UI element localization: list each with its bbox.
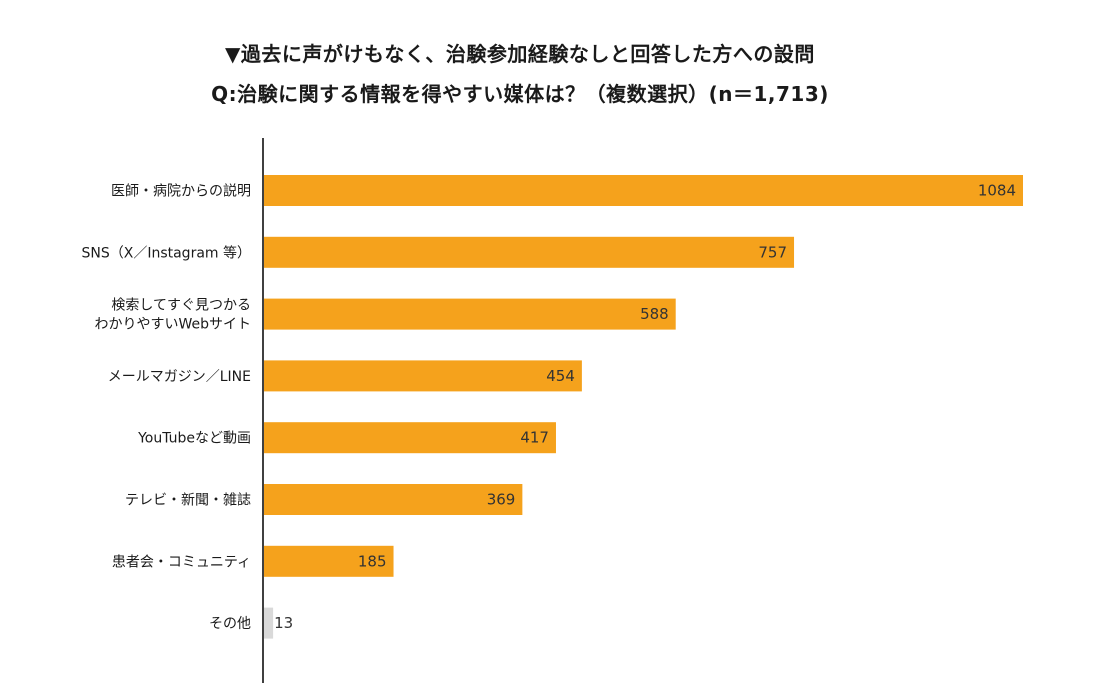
category-label-5: テレビ・新聞・雑誌: [125, 493, 251, 509]
category-label-7: その他: [209, 616, 251, 632]
bar-6: [264, 545, 394, 577]
category-label-2-line-0: 検索してすぐ見つかる: [111, 297, 251, 314]
category-label-0: 医師・病院からの説明: [111, 184, 251, 200]
category-label-1: SNS（X／Instagram 等）: [81, 244, 251, 261]
value-label-5: 369: [487, 491, 516, 509]
category-labels-group: 医師・病院からの説明 SNS（X／Instagram 等） 検索してすぐ見つかるわか…: [81, 184, 251, 633]
category-label-3: メールマガジン／LINE: [108, 369, 251, 385]
value-label-3: 454: [546, 367, 575, 385]
value-label-1: 757: [758, 243, 787, 261]
category-label-4: YouTubeなど動画: [137, 431, 251, 447]
value-labels-group: 1084 757 588 454 417 369 185 13: [274, 182, 1016, 633]
value-label-7: 13: [274, 614, 293, 632]
bar-0: [264, 175, 1023, 206]
bar-4: [264, 422, 556, 454]
chart-title: ▼過去に声がけもなく、治験参加経験なしと回答した方への設問: [225, 42, 815, 66]
value-label-4: 417: [520, 429, 549, 447]
value-label-2: 588: [640, 305, 669, 323]
value-label-6: 185: [358, 552, 387, 570]
bars-group: [264, 175, 1023, 639]
bar-1: [264, 236, 795, 268]
category-label-2-line-1: わかりやすいWebサイト: [94, 317, 251, 333]
category-label-6: 患者会・コミュニティ: [112, 554, 251, 570]
bar-3: [264, 360, 582, 392]
bar-2: [264, 298, 676, 330]
value-label-0: 1084: [978, 182, 1016, 200]
bar-7: [264, 607, 274, 639]
chart-subtitle: Q:治験に関する情報を得やすい媒体は？（複数選択）(n＝1,713): [211, 82, 829, 106]
bar-5: [264, 484, 523, 515]
